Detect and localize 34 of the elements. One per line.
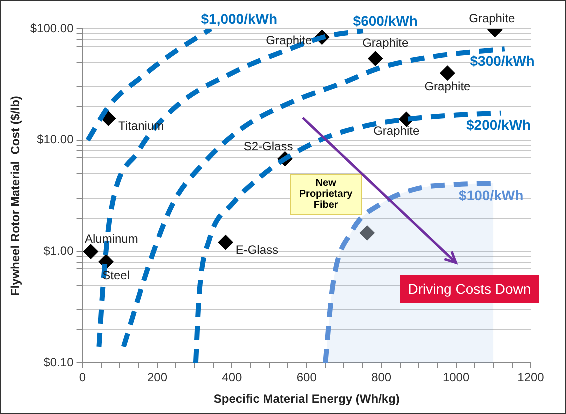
series-label: $1,000/kWh xyxy=(201,10,278,27)
y-tick-label: $100.00 xyxy=(30,21,74,36)
point xyxy=(83,244,98,260)
series-label: $100/kWh xyxy=(459,187,524,204)
x-tick-label: 200 xyxy=(147,370,168,385)
point xyxy=(440,66,456,81)
x-tick-label: 800 xyxy=(372,370,392,385)
annotation: S2-Glass xyxy=(244,139,294,154)
annotation: Steel xyxy=(102,268,130,282)
annotation: Graphite xyxy=(469,11,516,26)
point xyxy=(368,51,384,66)
annotation: Graphite xyxy=(362,36,409,50)
x-tick-label: 1200 xyxy=(518,370,545,385)
annotation: E-Glass xyxy=(236,242,279,257)
annotation: Driving Costs Down xyxy=(400,274,540,303)
series-label: $600/kWh xyxy=(353,12,418,29)
annotation: Graphite xyxy=(374,124,420,138)
y-tick-label: $0.10 xyxy=(44,356,74,370)
x-tick-label: 600 xyxy=(296,370,318,385)
x-axis-title: Specific Material Energy (Wh/kg) xyxy=(214,392,400,406)
x-tick-label: 1000 xyxy=(442,370,470,385)
annotation: New Proprietary Fiber xyxy=(290,174,362,215)
y-tick-label: $1.00 xyxy=(44,244,74,258)
annotation: Graphite xyxy=(424,80,472,94)
annotation: Graphite xyxy=(266,34,313,48)
point xyxy=(218,235,234,250)
x-tick-label: 400 xyxy=(222,370,243,385)
x-tick-label: 0 xyxy=(79,370,86,385)
annotation: Aluminum xyxy=(84,232,138,246)
y-axis-title: Flywheel Rotor Material Cost ($/lb) xyxy=(8,96,23,296)
series-label: $200/kWh xyxy=(466,117,532,134)
series-label: $300/kWh xyxy=(470,52,535,69)
point xyxy=(360,226,375,241)
y-tick-label: $10.00 xyxy=(37,132,74,147)
